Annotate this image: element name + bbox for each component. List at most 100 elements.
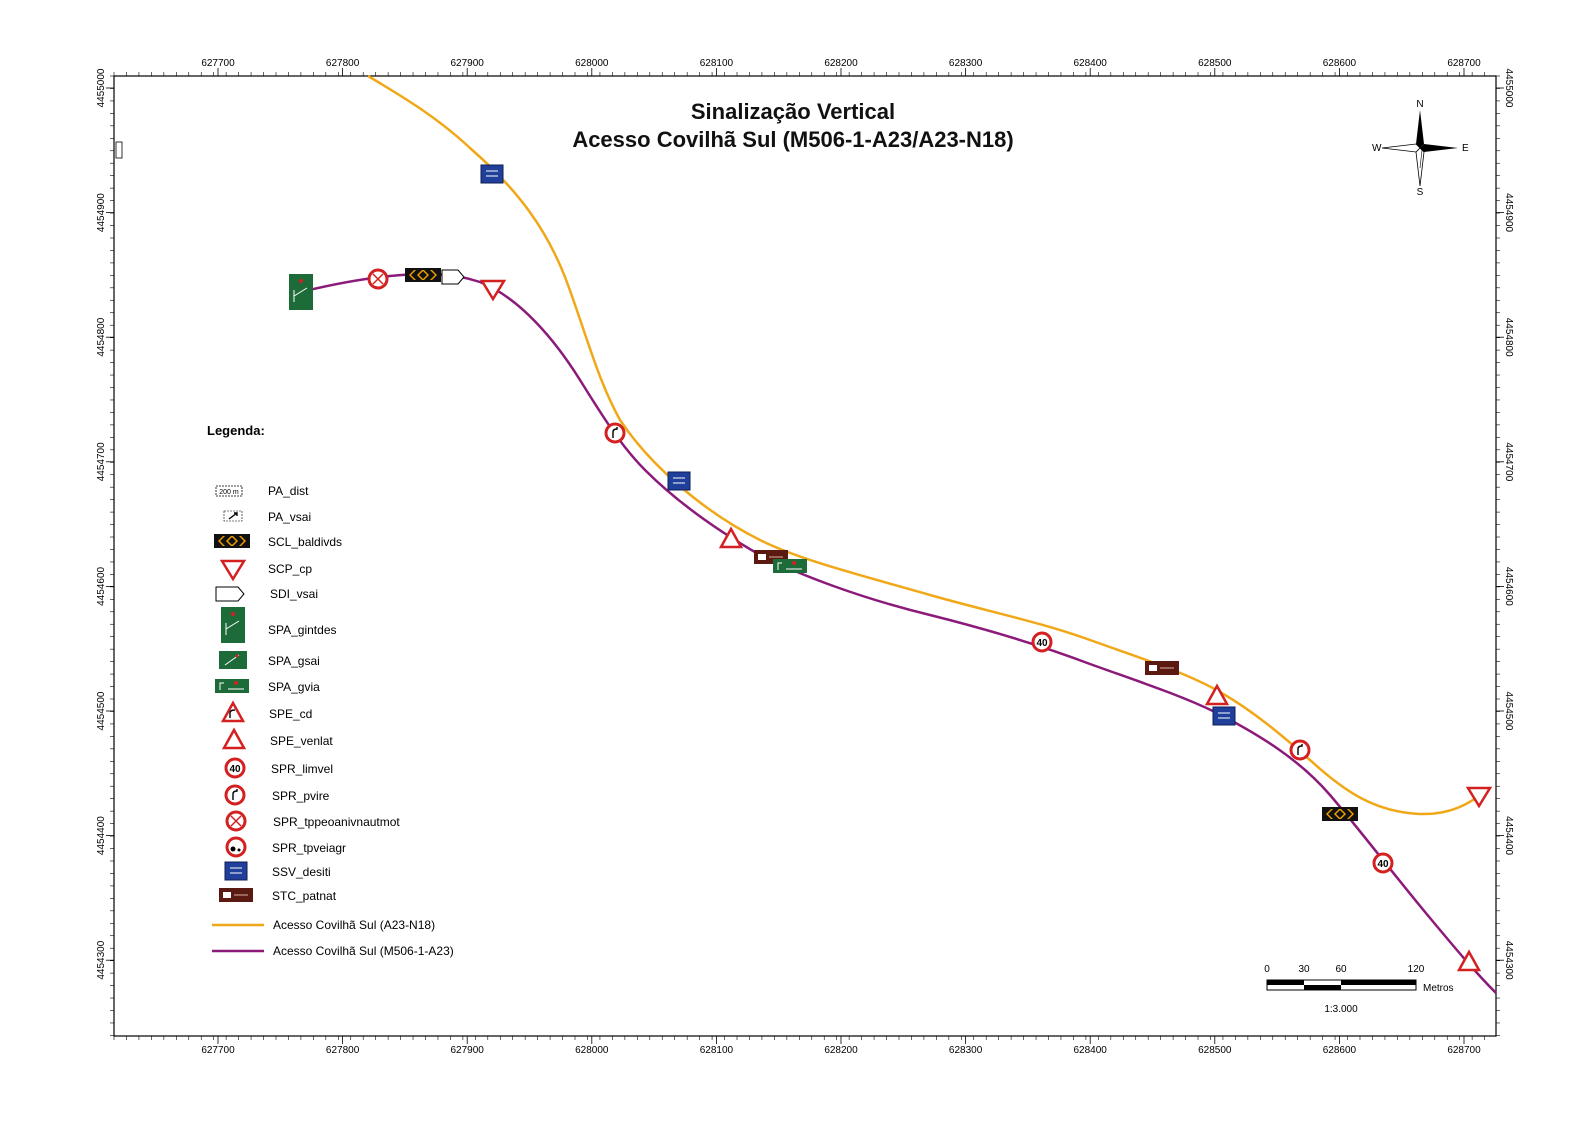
scale-ratio: 1:3.000 [1324, 1004, 1358, 1015]
scp-cp-sign[interactable] [1466, 786, 1492, 808]
legend-label-ssv-desiti: SSV_desiti [272, 865, 331, 879]
y-tick-label-right: 4454300 [1503, 941, 1514, 980]
y-tick-label-left: 4454900 [96, 193, 107, 232]
road-m506-1-a23[interactable] [304, 272, 1497, 994]
map-frame [113, 75, 1497, 1037]
legend-label-sdi-vsai: SDI_vsai [270, 587, 318, 601]
spr-pvire-sign[interactable] [1289, 739, 1311, 761]
spr-limvel-icon: 40 [224, 757, 246, 779]
spr-tppeoanivnautmot-sign[interactable] [367, 268, 389, 290]
y-tick-label-left: 4454300 [96, 940, 107, 979]
y-tick-label-right: 4455000 [1503, 69, 1514, 108]
x-tick-label-top: 628600 [1323, 58, 1357, 69]
x-tick-label-bottom: 628600 [1323, 1045, 1357, 1056]
x-tick-label-bottom: 627800 [326, 1045, 360, 1056]
x-tick-label-bottom: 628000 [575, 1045, 609, 1056]
spe-cd-icon [221, 701, 245, 723]
y-tick-label-left: 4454600 [96, 566, 107, 605]
legend-label-stc-patnat: STC_patnat [272, 889, 337, 903]
x-tick-label-top: 628500 [1198, 58, 1232, 69]
x-tick-label-top: 628700 [1447, 58, 1481, 69]
y-tick-label-left: 4454800 [96, 317, 107, 356]
stc-patnat-icon [218, 887, 254, 903]
y-tick-label-right: 4454700 [1503, 442, 1514, 481]
y-tick-label-right: 4454400 [1503, 816, 1514, 855]
spr-pvire-sign[interactable] [604, 422, 626, 444]
pa-dist-icon: 200 m [215, 485, 243, 497]
speed-limit-value: 40 [1036, 638, 1048, 649]
road-a23-n18[interactable] [367, 74, 1489, 816]
stc-patnat-sign[interactable] [1144, 660, 1180, 676]
legend-label-scp-cp: SCP_cp [268, 562, 312, 576]
speed-limit-value: 40 [1377, 859, 1389, 870]
legend-label-spr-pvire: SPR_pvire [272, 789, 330, 803]
legend-label-scl-baldivds: SCL_baldivds [268, 535, 342, 549]
x-tick-label-bottom: 628500 [1198, 1045, 1232, 1056]
spa-gvia-sign[interactable] [772, 558, 808, 574]
scale-unit: Metros [1423, 983, 1454, 994]
spa-gvia-icon [214, 678, 250, 694]
x-tick-label-top: 627900 [451, 58, 485, 69]
y-tick-label-right: 4454600 [1503, 567, 1514, 606]
scl-baldivds-sign[interactable] [405, 268, 441, 282]
pa-vsai-icon [223, 510, 243, 522]
x-tick-label-bottom: 628700 [1447, 1045, 1481, 1056]
x-tick-label-top: 628100 [700, 58, 734, 69]
ssv-desiti-icon [224, 861, 248, 881]
spr-pvire-icon [224, 784, 246, 806]
spe-venlat-icon [222, 728, 246, 750]
sdi-vsai-icon [215, 586, 245, 602]
x-tick-label-bottom: 628400 [1074, 1045, 1108, 1056]
coordinate-labels: 627700 627700 627800 627800 627900 627900 6280… [96, 58, 1514, 1056]
x-tick-label-bottom: 628300 [949, 1045, 983, 1056]
compass-e: E [1462, 143, 1469, 154]
legend-label-spr-limvel: SPR_limvel [271, 762, 333, 776]
spa-gintdes-sign[interactable] [289, 274, 313, 310]
spr-limvel-sign[interactable]: 40 [1031, 631, 1053, 653]
y-tick-label-left: 4454500 [96, 691, 107, 730]
frame-marker-icon [115, 141, 123, 159]
legend-heading: Legenda: [207, 423, 265, 438]
map-title-line2: Acesso Covilhã Sul (M506-1-A23/A23-N18) [572, 127, 1013, 152]
x-tick-label-top: 628200 [824, 58, 858, 69]
scale-label-0: 0 [1264, 964, 1270, 975]
map-title-line1: Sinalização Vertical [691, 99, 895, 124]
scp-cp-sign[interactable] [480, 279, 506, 301]
legend-label-spa-gvia: SPA_gvia [268, 680, 320, 694]
legend-label-road-a23-n18: Acesso Covilhã Sul (A23-N18) [273, 918, 435, 932]
spr-limvel-sign[interactable]: 40 [1372, 852, 1394, 874]
ssv-desiti-sign[interactable] [1212, 706, 1236, 726]
scl-baldivds-sign[interactable] [1322, 807, 1358, 821]
legend-label-pa-dist: PA_dist [268, 484, 309, 498]
scp-cp-icon [220, 559, 246, 581]
legend-label-road-m506: Acesso Covilhã Sul (M506-1-A23) [273, 944, 454, 958]
y-tick-label-right: 4454800 [1503, 318, 1514, 357]
x-tick-label-top: 628400 [1074, 58, 1108, 69]
compass-s: S [1417, 187, 1424, 198]
x-tick-label-top: 627800 [326, 58, 360, 69]
x-tick-label-bottom: 627700 [201, 1045, 235, 1056]
spr-tpveiagr-icon [225, 836, 247, 858]
spa-gintdes-icon [221, 607, 245, 643]
ssv-desiti-sign[interactable] [667, 471, 691, 491]
ssv-desiti-sign[interactable] [480, 164, 504, 184]
spa-gsai-icon [219, 651, 247, 669]
y-tick-label-right: 4454500 [1503, 692, 1514, 731]
x-tick-label-top: 628000 [575, 58, 609, 69]
sdi-vsai-sign[interactable] [441, 269, 465, 285]
x-tick-label-bottom: 628200 [824, 1045, 858, 1056]
x-tick-label-bottom: 627900 [451, 1045, 485, 1056]
legend-label-spe-cd: SPE_cd [269, 707, 312, 721]
y-tick-label-left: 4454400 [96, 816, 107, 855]
scale-label-30: 30 [1298, 964, 1310, 975]
x-tick-label-top: 627700 [201, 58, 235, 69]
legend-label-spa-gsai: SPA_gsai [268, 654, 320, 668]
spr-tppeoanivnautmot-icon [225, 810, 247, 832]
legend: Legenda: 200 m [207, 423, 454, 958]
compass-w: W [1372, 143, 1382, 154]
pa-dist-icon-text: 200 m [219, 489, 239, 496]
legend-label-spa-gintdes: SPA_gintdes [268, 623, 337, 637]
y-tick-label-right: 4454900 [1503, 193, 1514, 232]
scale-bar: 0 30 60 120 Metros 1:3.000 [1264, 964, 1453, 1015]
